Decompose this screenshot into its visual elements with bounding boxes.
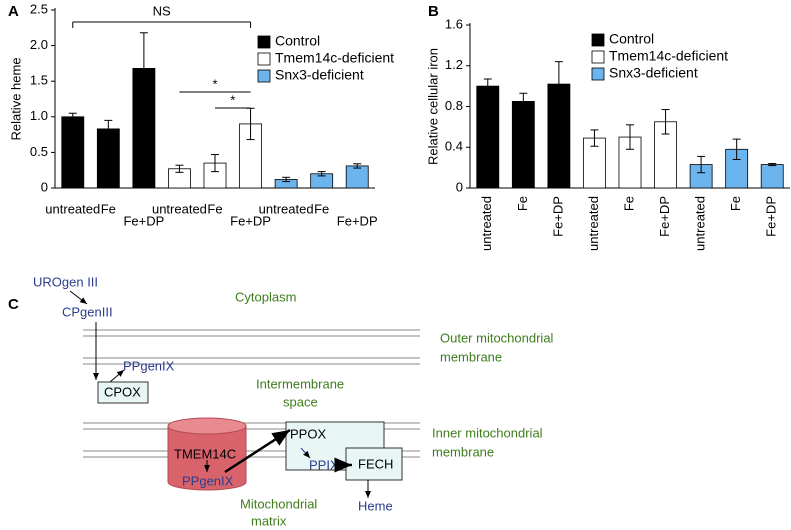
label: matrix [251, 513, 287, 528]
legend-swatch [591, 33, 605, 47]
label: Outer mitochondrial [440, 330, 554, 345]
cylinder [167, 425, 247, 491]
label: PPgenIX [182, 473, 234, 488]
enzyme-box [345, 447, 403, 481]
x-tick-label: Fe [515, 196, 530, 211]
x-tick-label: Fe [101, 201, 116, 216]
legend-label: Snx3-deficient [609, 65, 698, 81]
label: UROgen III [33, 274, 98, 289]
legend-swatch [591, 67, 605, 81]
x-tick-label: untreated [586, 196, 601, 251]
x-tick-label: Fe [728, 196, 743, 211]
x-tick-label: Fe+DP [230, 213, 271, 228]
bar [511, 101, 535, 189]
label: PPOX [290, 426, 326, 441]
bar [476, 85, 500, 189]
label: membrane [432, 444, 494, 459]
label: Heme [358, 498, 393, 513]
arrow [69, 290, 88, 305]
x-tick-label: Fe+DP [657, 196, 672, 237]
label: CPOX [104, 384, 141, 399]
label: Cytoplasm [235, 289, 296, 304]
legend-label: Control [609, 31, 654, 47]
label: CPgenIII [62, 304, 113, 319]
label: Inner mitochondrial [432, 425, 543, 440]
panel-label: A [8, 3, 19, 20]
label: PPIX [309, 457, 339, 472]
label: TMEM14C [174, 446, 236, 461]
label: space [283, 394, 318, 409]
enzyme-box [97, 381, 149, 404]
y-tick-label: 0.5 [30, 144, 48, 159]
arrow [109, 369, 125, 383]
x-tick-label: Fe+DP [123, 213, 164, 228]
label: Mitochondrial [240, 496, 317, 511]
annotation: * [212, 76, 217, 91]
y-tick-label: 1.0 [30, 108, 48, 123]
bar [61, 116, 85, 189]
x-tick-label: Fe [621, 196, 636, 211]
x-tick-label: Fe [314, 201, 329, 216]
x-tick-label: untreated [479, 196, 494, 251]
panel-label: B [428, 3, 439, 20]
legend-swatch [257, 52, 271, 66]
legend-label: Tmem14c-deficient [609, 48, 728, 64]
bar [345, 165, 369, 189]
legend-swatch [591, 50, 605, 64]
x-tick-label: Fe [207, 201, 222, 216]
y-axis-label: Relative heme [8, 57, 23, 140]
x-tick-label: untreated [259, 201, 314, 216]
x-tick-label: Fe+DP [337, 213, 378, 228]
label: PPgenIX [123, 358, 175, 373]
arrow [300, 447, 311, 459]
legend-label: Snx3-deficient [275, 67, 364, 83]
y-tick-label: 0.8 [445, 98, 463, 113]
y-tick-label: 0 [456, 179, 463, 194]
x-tick-label: Fe+DP [550, 196, 565, 237]
x-tick-label: untreated [152, 201, 207, 216]
y-tick-label: 2.0 [30, 37, 48, 52]
x-tick-label: Fe+DP [764, 196, 779, 237]
annotation: * [230, 92, 235, 107]
y-axis-label: Relative cellular iron [425, 48, 440, 165]
bar [760, 164, 784, 189]
label: Intermembrane [256, 376, 344, 391]
legend-swatch [257, 35, 271, 49]
legend-label: Control [275, 33, 320, 49]
y-tick-label: 2.5 [30, 1, 48, 16]
label: membrane [440, 349, 502, 364]
diagram: C UROgen III CPgenIII Cytoplasm Outer mi… [8, 274, 554, 528]
label: FECH [358, 456, 393, 471]
legend-label: Tmem14c-deficient [275, 50, 394, 66]
x-tick-label: untreated [693, 196, 708, 251]
annotation: NS [153, 3, 171, 18]
legend-swatch [257, 69, 271, 83]
y-tick-label: 0 [41, 179, 48, 194]
y-tick-label: 0.4 [445, 139, 463, 154]
y-tick-label: 1.6 [445, 16, 463, 31]
x-tick-label: untreated [45, 201, 100, 216]
arrow [224, 428, 291, 474]
y-tick-label: 1.2 [445, 57, 463, 72]
panel-label: C [8, 296, 19, 313]
y-tick-label: 1.5 [30, 73, 48, 88]
cylinder-top [167, 417, 247, 435]
